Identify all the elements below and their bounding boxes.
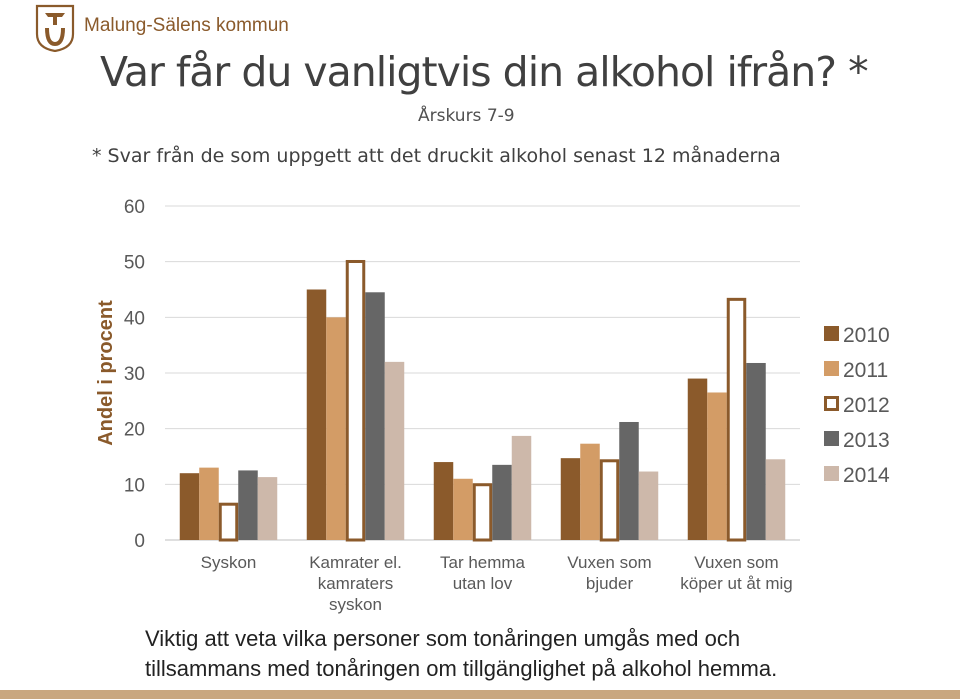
y-axis-label: Andel i procent [95,300,117,446]
footer-line-2: tillsammans med tonåringen om tillgängli… [145,656,778,681]
bar [511,435,532,540]
legend-label: 2013 [843,429,890,452]
bar [384,361,405,540]
footer-line-1: Viktig att veta vilka personer som tonår… [145,626,741,651]
x-tick-label: Vuxen som köper ut åt mig [680,553,792,593]
y-tick-label: 0 [134,531,145,552]
legend-label: 2011 [843,359,888,382]
bottom-bar [0,690,960,699]
bar [492,464,512,540]
page-title: Var får du vanligtvis din alkohol ifrån?… [100,48,869,96]
bar [199,467,219,540]
x-tick-label: Tar hemma utan lov [440,553,526,593]
bar [638,471,659,540]
bar [238,470,258,540]
bar [306,289,327,540]
legend-swatch [824,361,839,376]
bar [345,259,366,542]
bar [746,362,766,540]
subtitle: Årskurs 7-9 [418,106,515,126]
bar [726,297,747,542]
x-tick-label: Syskon [201,553,257,572]
bar [687,378,708,540]
bar [453,478,473,540]
bar [326,317,346,540]
footnote: * Svar från de som uppgett att det druck… [92,145,781,167]
org-name: Malung-Sälens kommun [84,15,289,36]
y-tick-label: 50 [124,253,145,274]
y-tick-label: 60 [124,197,145,218]
municipality-logo [35,4,75,52]
x-tick-label: Kamrater el. kamraters syskon [309,553,402,614]
bar [580,443,600,540]
bar [218,502,239,542]
legend-label: 2012 [843,394,890,417]
y-tick-label: 10 [124,475,145,496]
y-tick-label: 30 [124,364,145,385]
legend-swatch [824,326,839,341]
y-tick-label: 40 [124,308,145,329]
bar [599,459,620,542]
bar [179,473,200,540]
bar [560,458,581,540]
legend-swatch [824,466,839,481]
bar [619,421,639,540]
legend-swatch [824,396,839,411]
legend-label: 2014 [843,464,890,487]
legend-label: 2010 [843,324,890,347]
x-tick-label: Vuxen som bjuder [567,553,651,593]
bar [433,462,454,540]
bar [707,392,727,540]
y-tick-label: 20 [124,420,145,441]
bar [765,459,786,540]
bar [257,477,278,540]
footer-text: Viktig att veta vilka personer som tonår… [145,624,777,684]
bar [472,483,493,542]
legend-swatch [824,431,839,446]
bar [365,292,385,540]
